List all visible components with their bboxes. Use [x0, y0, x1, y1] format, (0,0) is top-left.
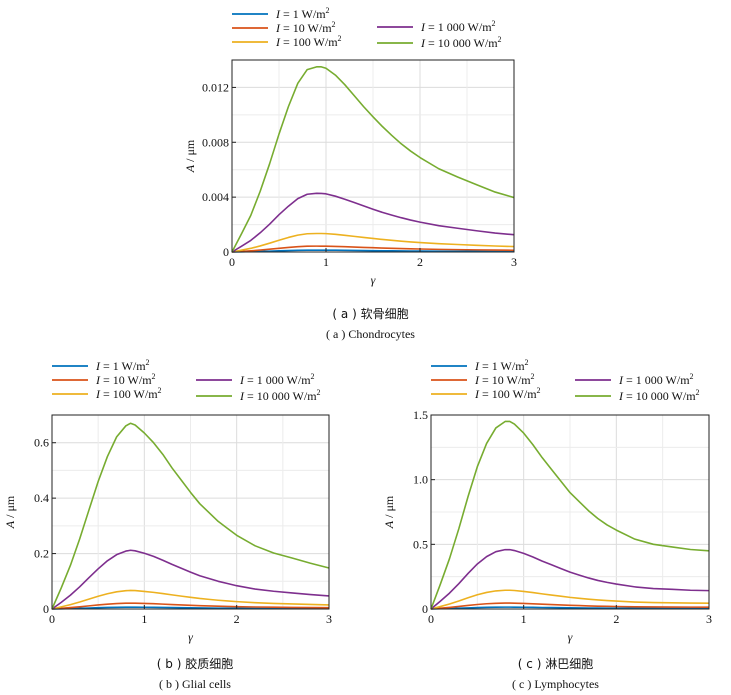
series-line-b-2	[51, 589, 330, 610]
series-line-c-3	[430, 548, 710, 610]
x-tick-label-b-1: 1	[141, 612, 147, 626]
x-tick-label-b-2: 2	[234, 612, 240, 626]
y-tick-label-c-1: 0.5	[413, 537, 428, 551]
legend-label-b-3: I = 1 000 W/m2	[239, 372, 315, 387]
y-tick-label-c-2: 1.0	[413, 473, 428, 487]
legend-label-c-2: I = 100 W/m2	[474, 386, 541, 401]
series-line-b-1	[51, 602, 330, 610]
series-line-c-4	[430, 420, 710, 610]
x-tick-label-b-0: 0	[49, 612, 55, 626]
series-line-c-0	[430, 606, 710, 610]
chart-panel-c: 0 1 2 3 0 0.5 1.0 1.5 γ A / μm I = 1 W/m2I = 10 W/…	[382, 358, 712, 644]
y-tick-label-c-3: 1.5	[413, 408, 428, 422]
series-line-c-1	[430, 602, 710, 610]
x-axis-label-b: γ	[188, 630, 193, 644]
series-line-a-1	[231, 245, 515, 253]
y-axis-label-c: A / μm	[382, 495, 396, 529]
x-tick-label-c-2: 2	[613, 612, 619, 626]
series-line-b-0	[51, 606, 330, 610]
caption-a-zh: ( a ) 软骨细胞	[332, 307, 409, 321]
series-line-a-2	[231, 232, 515, 253]
x-tick-label-a-3: 3	[511, 255, 517, 269]
chart-panel-b: 0 1 2 3 0 0.2 0.4 0.6 γ A / μm I = 1 W/m2I = 10 W/…	[3, 358, 332, 644]
y-tick-label-a-2: 0.008	[202, 135, 229, 149]
legend-label-a-3: I = 1 000 W/m2	[420, 19, 496, 34]
y-tick-label-a-1: 0.004	[202, 190, 229, 204]
series-line-a-0	[231, 249, 515, 253]
caption-b-en: ( b ) Glial cells	[159, 677, 231, 691]
series-line-b-4	[51, 422, 330, 610]
legend-label-b-4: I = 10 000 W/m2	[239, 388, 321, 403]
y-tick-label-a-3: 0.012	[202, 80, 229, 94]
x-tick-label-c-1: 1	[521, 612, 527, 626]
y-tick-label-b-1: 0.2	[34, 547, 49, 561]
caption-c-zh: ( c ) 淋巴细胞	[517, 657, 594, 671]
legend-label-a-0: I = 1 W/m2	[275, 6, 330, 21]
legend-label-c-0: I = 1 W/m2	[474, 358, 529, 373]
caption-c-en: ( c ) Lymphocytes	[512, 677, 599, 691]
legend-label-a-1: I = 10 W/m2	[275, 20, 336, 35]
y-axis-label-b: A / μm	[3, 495, 17, 529]
x-tick-label-c-0: 0	[428, 612, 434, 626]
legend-label-c-3: I = 1 000 W/m2	[618, 372, 694, 387]
legend-label-b-1: I = 10 W/m2	[95, 372, 156, 387]
legend-label-c-4: I = 10 000 W/m2	[618, 388, 700, 403]
caption-b-zh: ( b ) 胶质细胞	[156, 657, 234, 671]
x-tick-label-b-3: 3	[326, 612, 332, 626]
legend-label-b-0: I = 1 W/m2	[95, 358, 150, 373]
x-tick-label-c-3: 3	[706, 612, 712, 626]
legend-label-c-1: I = 10 W/m2	[474, 372, 535, 387]
caption-a-en: ( a ) Chondrocytes	[326, 327, 415, 341]
series-line-b-3	[51, 549, 330, 610]
legend-label-a-4: I = 10 000 W/m2	[420, 35, 502, 50]
series-line-a-4	[231, 66, 515, 253]
y-axis-label-a: A / μm	[183, 139, 197, 173]
x-axis-label-c: γ	[568, 630, 573, 644]
series-line-a-3	[231, 192, 515, 253]
y-tick-label-b-2: 0.4	[34, 491, 49, 505]
y-tick-label-a-0: 0	[223, 245, 229, 259]
x-tick-label-a-1: 1	[323, 255, 329, 269]
x-tick-label-a-0: 0	[229, 255, 235, 269]
legend-label-b-2: I = 100 W/m2	[95, 386, 162, 401]
y-tick-label-b-3: 0.6	[34, 436, 49, 450]
plot-frame-b	[51, 414, 330, 610]
legend-label-a-2: I = 100 W/m2	[275, 34, 342, 49]
x-axis-label-a: γ	[371, 273, 376, 287]
y-tick-label-c-0: 0	[422, 602, 428, 616]
plot-frame-c	[430, 414, 710, 610]
x-tick-label-a-2: 2	[417, 255, 423, 269]
plot-frame-a	[231, 59, 515, 253]
y-tick-label-b-0: 0	[43, 602, 49, 616]
series-line-c-2	[430, 589, 710, 610]
